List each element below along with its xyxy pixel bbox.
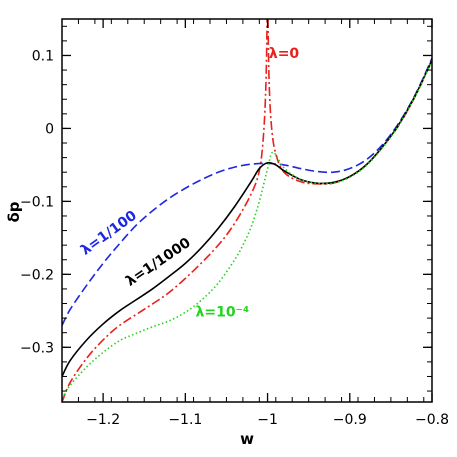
x-tick-label: −1.2 [86, 412, 120, 428]
series-annotation-1: λ=1/100 [78, 208, 140, 259]
series-line-1-0 [62, 58, 432, 326]
series-annotation-3: λ=10⁻⁴ [196, 305, 250, 321]
series-annotation-2: λ=1/1000 [123, 235, 194, 290]
y-axis-label: δp [5, 201, 23, 222]
y-tick-label: −0.3 [20, 340, 54, 356]
x-tick-label: −1 [257, 412, 278, 428]
ticks-layer: −1.2 −1.1 −1 −0.9 −0.8 0.1 0 −0.1 −0.2 −0.3 [20, 19, 449, 428]
series-line-2-0 [62, 59, 432, 377]
x-axis-label: w [240, 430, 254, 448]
plot-frame [61, 18, 433, 403]
x-tick-label: −0.8 [415, 412, 449, 428]
y-tick-label: −0.2 [20, 267, 54, 283]
y-tick-label: 0 [45, 121, 54, 137]
series-line-0-1 [267, 19, 432, 185]
series-line-0-0 [62, 19, 268, 402]
series-annotation-0: λ=0 [269, 46, 300, 62]
y-tick-label: 0.1 [32, 48, 54, 64]
y-tick-label: −0.1 [20, 194, 54, 210]
plot-layer [62, 19, 432, 402]
series-line-3-0 [62, 60, 432, 399]
x-tick-label: −1.1 [168, 412, 202, 428]
x-tick-label: −0.9 [333, 412, 367, 428]
